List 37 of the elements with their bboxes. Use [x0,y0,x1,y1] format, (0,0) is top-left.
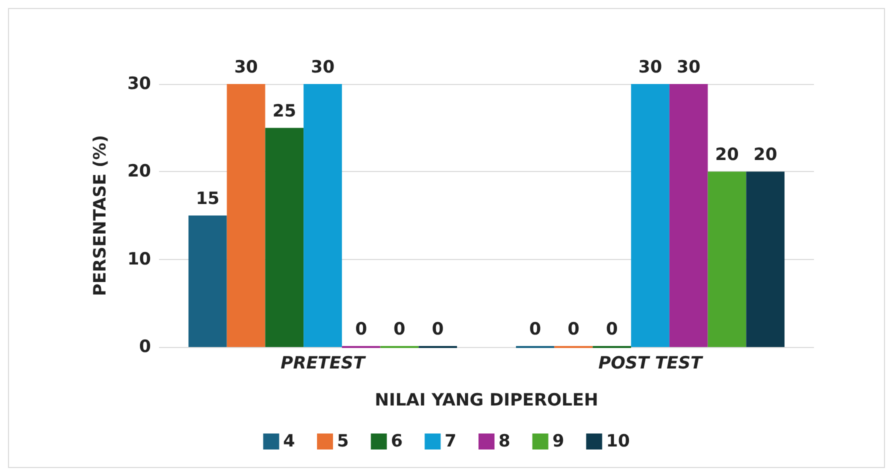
bar [631,84,670,347]
data-label: 30 [310,58,335,78]
legend-label: 6 [390,432,403,452]
y-tick-label: 30 [127,74,152,94]
bar [746,172,785,347]
bar [265,128,304,347]
data-label: 25 [272,101,296,122]
bar [708,172,746,347]
x-tick-label: PRETEST [280,354,366,374]
data-label: 20 [715,145,739,166]
bar [226,84,266,347]
bar [304,84,342,347]
legend-label: 5 [337,432,349,452]
x-tick-label: POST TEST [598,354,704,374]
y-axis-title: PERSENTASE (%) [90,134,110,296]
legend-label: 9 [552,432,564,452]
y-tick-label: 10 [127,249,152,270]
legend-label: 8 [498,432,510,452]
data-label: 0 [606,320,618,340]
legend-label: 10 [606,432,630,452]
data-label: 30 [638,58,662,78]
data-label: 0 [432,320,444,340]
data-label: 30 [676,58,701,78]
legend-label: 4 [283,432,296,452]
data-label: 15 [196,189,220,209]
x-axis-title: NILAI YANG DIPEROLEH [374,390,598,410]
data-label: 0 [394,320,406,340]
bar [188,216,227,347]
data-label: 20 [754,145,778,166]
y-tick-label: 0 [139,337,152,357]
data-label: 0 [529,320,542,340]
legend-label: 7 [444,432,457,452]
bar [669,84,708,347]
data-label: 30 [234,58,258,78]
data-label: 0 [355,320,368,340]
y-tick-label: 20 [127,162,152,182]
data-label: 0 [568,320,580,340]
